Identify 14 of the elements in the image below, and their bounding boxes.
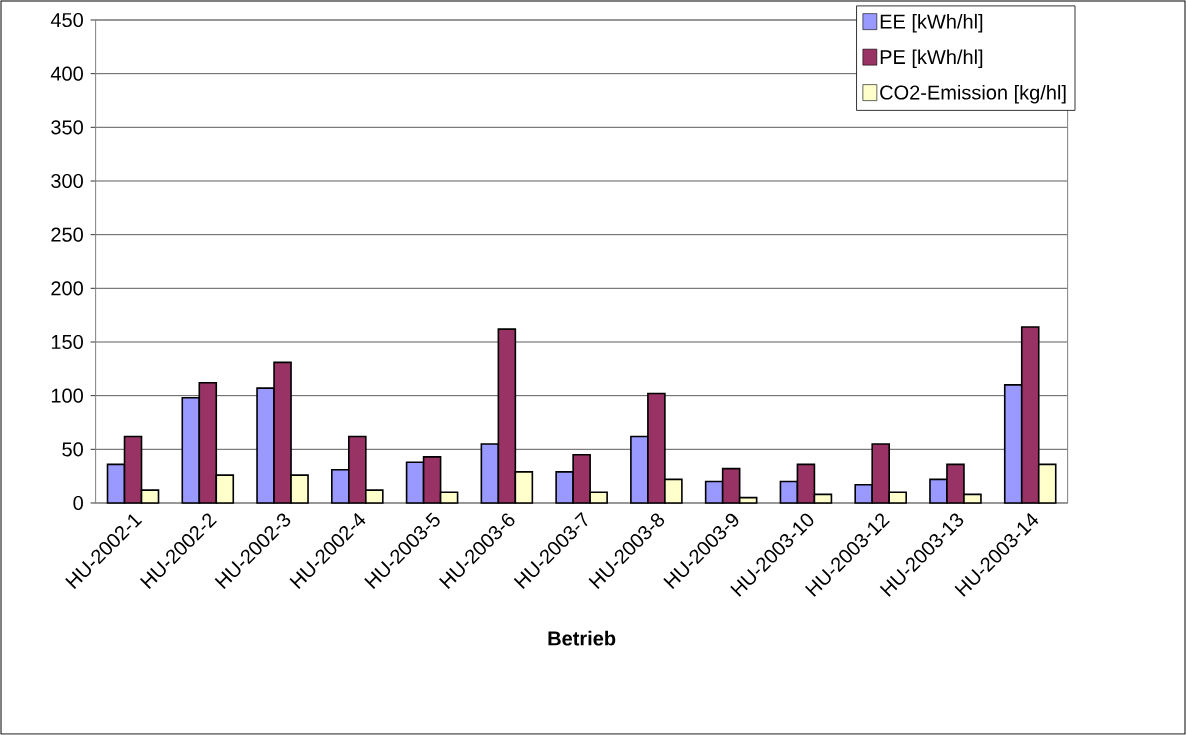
y-tick-label: 300	[51, 173, 83, 189]
legend-label: PE [kWh/hl]	[880, 49, 983, 69]
y-tick-label: 0	[73, 495, 83, 511]
y-tick-label: 400	[50, 66, 83, 81]
y-tick-label: 150	[51, 334, 83, 350]
legend-label: CO2-Emission [kg/hl]	[880, 84, 1066, 104]
y-tick-label: 200	[51, 281, 83, 296]
x-axis-title: Betrieb	[548, 630, 616, 646]
y-tick-label: 450	[50, 12, 83, 28]
legend-label: EE [kWh/hl]	[880, 13, 983, 33]
y-tick-label: 350	[51, 120, 83, 135]
y-tick-label: 100	[51, 388, 83, 403]
y-tick-label: 250	[51, 227, 83, 242]
y-tick-label: 50	[62, 442, 83, 457]
